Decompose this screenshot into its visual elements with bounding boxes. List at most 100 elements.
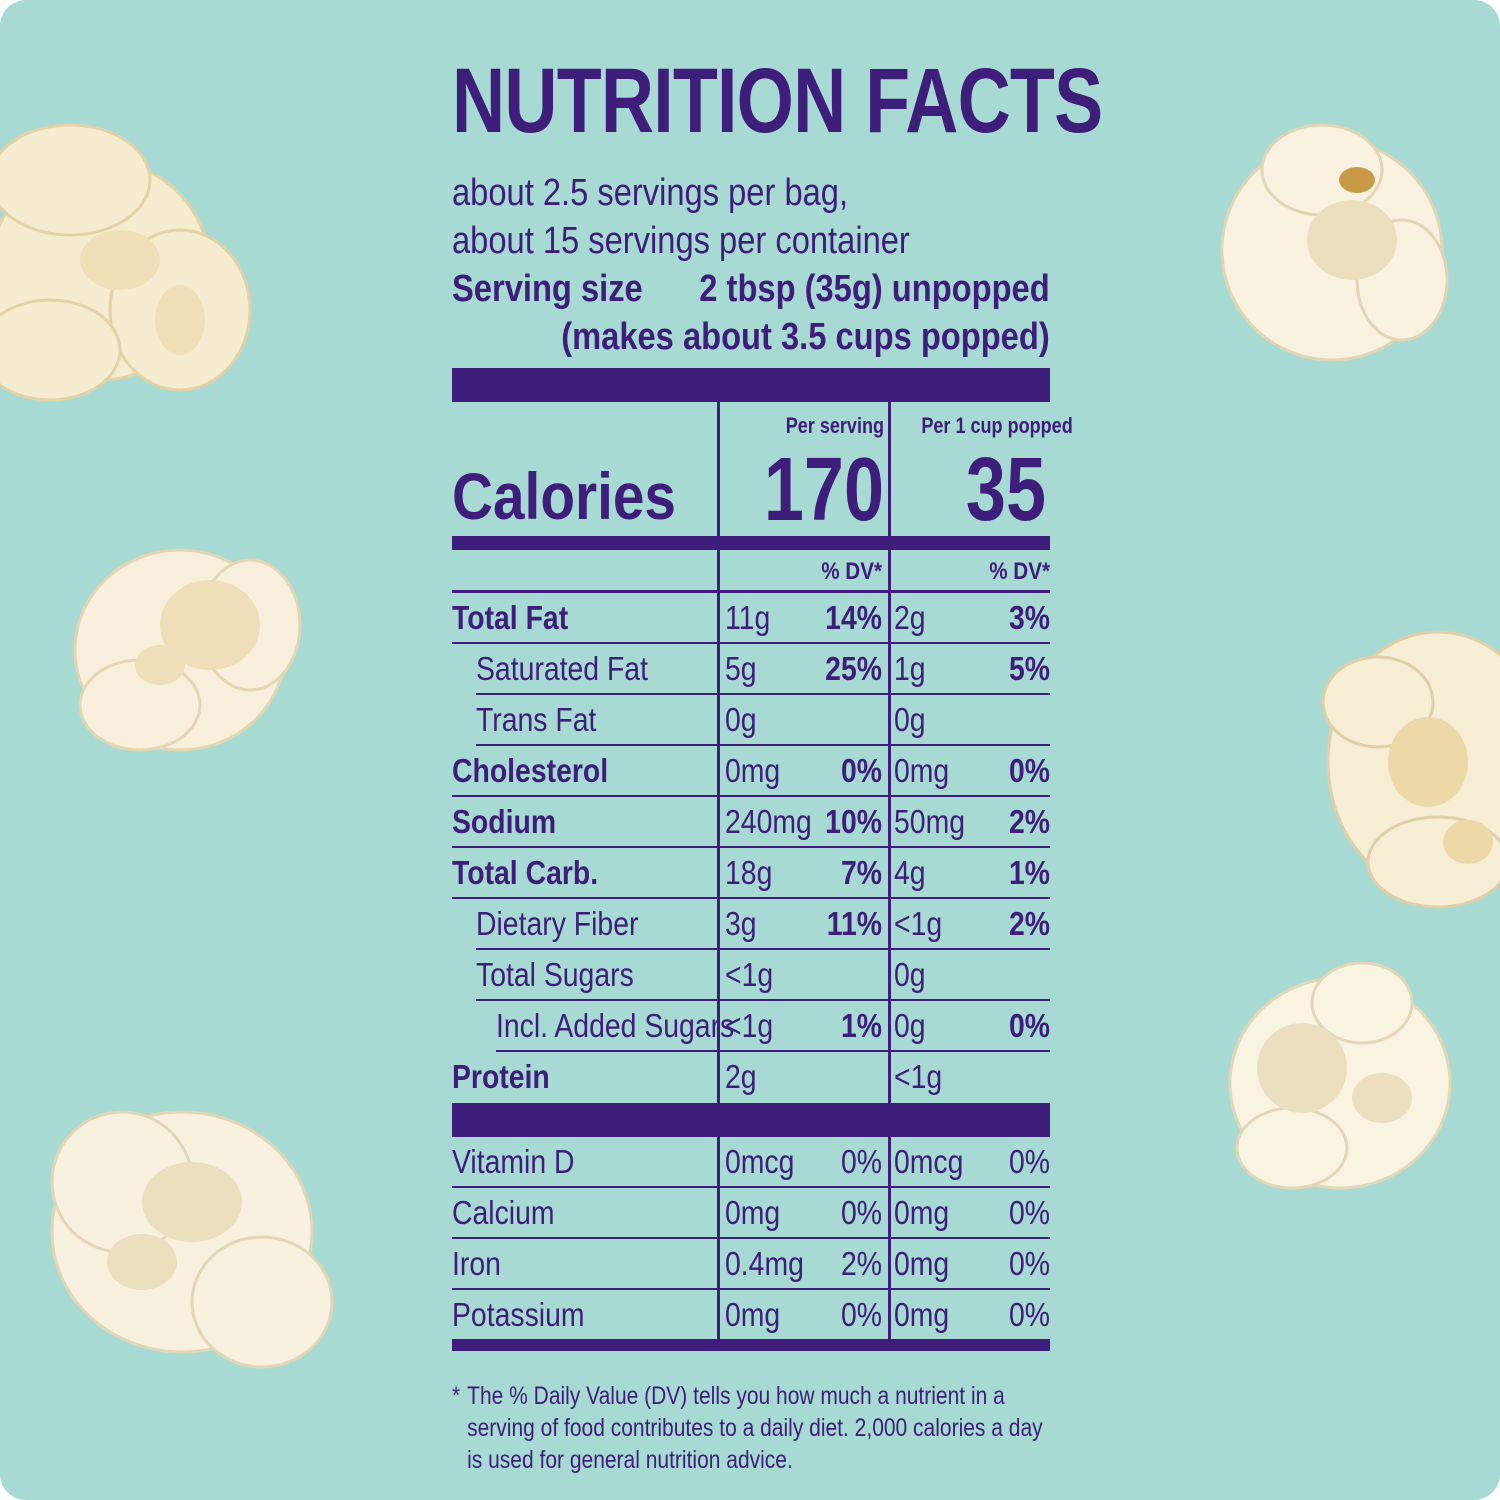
serving-size-label: Serving size [452, 268, 643, 310]
footnote-star: * [452, 1382, 461, 1410]
nutrient-amount-cup: 4g [894, 854, 926, 891]
nutrient-dv-cup: 2% [1008, 803, 1050, 840]
row-divider [476, 948, 1050, 950]
popcorn-image-top-right [1220, 123, 1449, 362]
vitamin-amount-cup: 0mg [894, 1194, 950, 1231]
nutrient-amount-serving: 5g [725, 650, 757, 687]
popcorn-image-bottom-left [50, 1110, 334, 1369]
servings-per-container: about 2.5 servings per bag, about 15 ser… [452, 169, 966, 265]
column-divider [717, 1137, 720, 1339]
nutrient-amount-cup: 0g [894, 701, 926, 738]
row-divider [452, 897, 1050, 899]
nutrient-name: Cholesterol [452, 752, 609, 789]
nutrient-amount-cup: 0g [894, 956, 926, 993]
column-divider [888, 402, 891, 536]
nutrient-name: Incl. Added Sugars [496, 1007, 735, 1044]
footnote-text: The % Daily Value (DV) tells you how muc… [467, 1382, 1043, 1474]
vitamin-name: Iron [452, 1245, 501, 1282]
servings-per-container-text: about 15 servings per container [452, 220, 910, 262]
nutrient-amount-serving: 18g [725, 854, 773, 891]
vitamin-dv-serving: 2% [840, 1245, 882, 1282]
nutrient-dv-serving: 10% [825, 803, 882, 840]
calories-divider [452, 536, 1050, 550]
nutrient-amount-cup: 2g [894, 599, 926, 636]
serving-size: Serving size 2 tbsp (35g) unpopped (make… [452, 265, 1050, 361]
nutrient-amount-serving: 240mg [725, 803, 812, 840]
nutrient-name: Saturated Fat [476, 650, 648, 687]
nutrient-name: Protein [452, 1058, 550, 1095]
calories-per-serving: 170 [763, 440, 884, 540]
nutrient-dv-cup: 5% [1008, 650, 1050, 687]
row-divider [476, 693, 1050, 695]
column-divider [717, 402, 720, 536]
popcorn-image-bottom-right [1228, 961, 1452, 1190]
vitamin-amount-cup: 0mcg [894, 1143, 964, 1180]
calories-label: Calories [452, 459, 677, 533]
nutrient-dv-serving: 11% [826, 905, 882, 942]
vitamin-amount-serving: 0mcg [725, 1143, 795, 1180]
row-divider [496, 1050, 1050, 1052]
popcorn-image-mid-left [73, 548, 302, 752]
dv-header-serving: % DV* [821, 558, 882, 585]
nutrient-amount-serving: <1g [725, 1007, 774, 1044]
calories-per-cup: 35 [965, 440, 1046, 540]
vitamin-dv-cup: 0% [1008, 1143, 1050, 1180]
column-divider [888, 550, 891, 1103]
vitamin-amount-serving: 0.4mg [725, 1245, 804, 1282]
popcorn-image-top-left [0, 123, 252, 402]
vitamin-dv-serving: 0% [840, 1194, 882, 1231]
nutrient-name: Total Carb. [452, 854, 599, 891]
nutrient-amount-serving: 11g [725, 599, 771, 636]
servings-per-bag: about 2.5 servings per bag, [452, 172, 849, 214]
nutrition-facts-label: NUTRITION FACTS about 2.5 servings per b… [452, 50, 1103, 1474]
vitamin-dv-cup: 0% [1008, 1296, 1050, 1333]
row-divider [452, 590, 1050, 593]
nutrient-amount-serving: 2g [725, 1058, 757, 1095]
nutrient-dv-serving: 0% [840, 752, 882, 789]
vitamin-dv-serving: 0% [840, 1143, 882, 1180]
nutrient-amount-cup: <1g [894, 1058, 943, 1095]
column-divider [888, 1137, 891, 1339]
thick-divider-top [452, 368, 1050, 402]
row-divider [476, 744, 1050, 746]
nutrient-amount-cup: 0mg [894, 752, 950, 789]
popcorn-image-mid-right [1321, 630, 1500, 909]
vitamin-name: Potassium [452, 1296, 585, 1333]
column-divider [717, 550, 720, 1103]
row-divider [452, 1288, 1050, 1290]
row-divider [476, 999, 1050, 1001]
nutrient-amount-serving: 0g [725, 701, 757, 738]
dv-header-cup: % DV* [989, 558, 1050, 585]
nutrient-amount-serving: <1g [725, 956, 774, 993]
nutrient-name: Total Fat [452, 599, 569, 636]
nutrient-name: Trans Fat [476, 701, 597, 738]
nutrient-dv-serving: 25% [825, 650, 882, 687]
vitamin-amount-cup: 0mg [894, 1245, 950, 1282]
nutrient-dv-serving: 14% [825, 599, 882, 636]
vitamin-name: Vitamin D [452, 1143, 575, 1180]
nutrient-amount-cup: 50mg [894, 803, 966, 840]
per-serving-header: Per serving [785, 413, 884, 438]
serving-size-note: (makes about 3.5 cups popped) [561, 316, 1050, 358]
nutrient-dv-serving: 1% [840, 1007, 882, 1044]
vitamin-amount-serving: 0mg [725, 1194, 781, 1231]
thick-divider-mid [452, 1103, 1050, 1137]
nutrient-name: Dietary Fiber [476, 905, 639, 942]
label-title: NUTRITION FACTS [452, 50, 1103, 152]
nutrient-dv-cup: 2% [1008, 905, 1050, 942]
row-divider [452, 846, 1050, 848]
nutrient-name: Sodium [452, 803, 557, 840]
vitamin-name: Calcium [452, 1194, 555, 1231]
row-divider [452, 642, 1050, 644]
nutrient-dv-cup: 1% [1008, 854, 1050, 891]
nutrient-amount-serving: 3g [725, 905, 757, 942]
nutrient-dv-serving: 7% [840, 854, 882, 891]
nutrient-dv-cup: 0% [1008, 1007, 1050, 1044]
per-cup-header: Per 1 cup popped [921, 413, 1073, 438]
vitamin-dv-serving: 0% [840, 1296, 882, 1333]
serving-size-value: 2 tbsp (35g) unpopped [699, 268, 1050, 310]
row-divider [452, 795, 1050, 797]
row-divider [452, 1237, 1050, 1239]
nutrient-name: Total Sugars [476, 956, 634, 993]
